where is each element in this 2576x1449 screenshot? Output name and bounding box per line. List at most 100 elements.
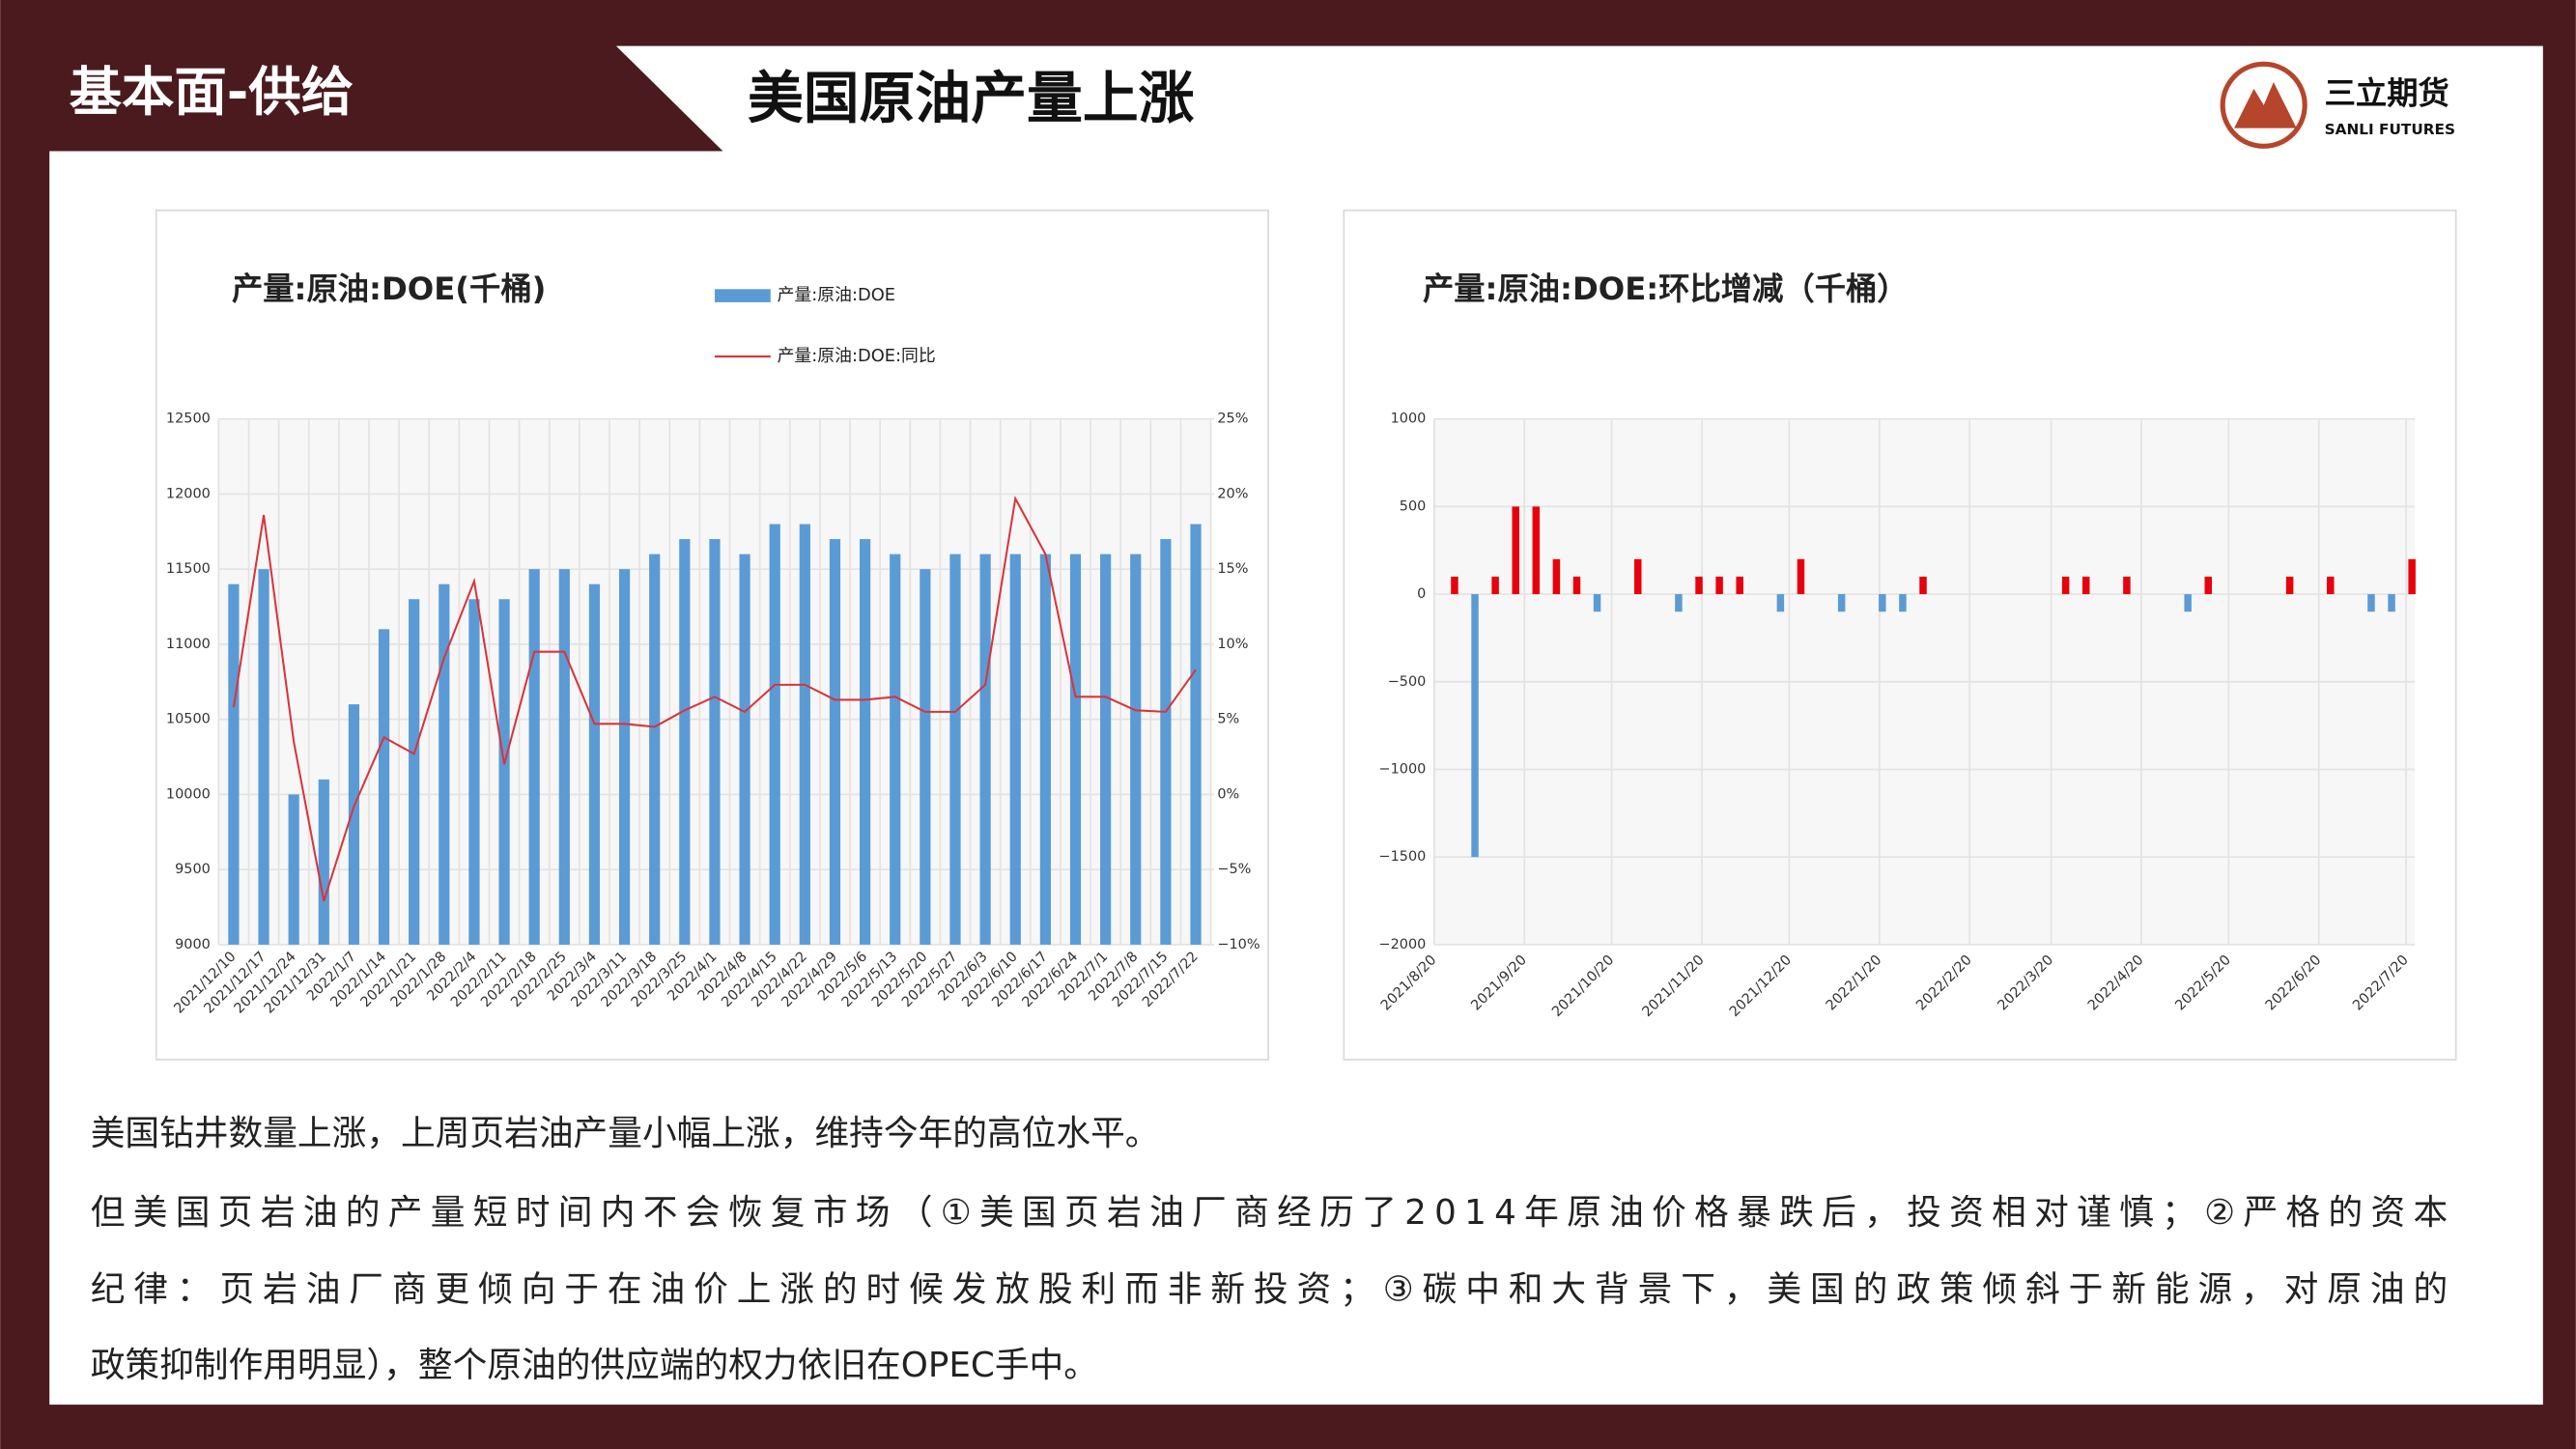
y-tick-label: 9000: [175, 937, 211, 952]
bar: [2204, 576, 2213, 595]
logo-name: 三立期货: [2325, 75, 2449, 112]
bar: [979, 554, 991, 945]
y-tick-label: 0: [1417, 586, 1426, 602]
bar: [829, 539, 841, 945]
bar: [1837, 594, 1846, 612]
bar: [378, 629, 390, 945]
slide-title: 美国原油产量上涨: [748, 66, 1195, 131]
y-tick-label: 10500: [166, 712, 211, 727]
bar: [2388, 594, 2395, 612]
bar: [588, 583, 601, 945]
bar: [1009, 554, 1021, 945]
bar: [2123, 576, 2131, 595]
chart-title: 产量:原油:DOE:环比增减（千桶）: [1423, 270, 1909, 307]
y-tick-label: −2000: [1379, 937, 1427, 952]
bar: [920, 569, 931, 945]
bar: [1675, 594, 1683, 612]
bar: [649, 554, 661, 945]
y2-tick-label: 10%: [1217, 637, 1248, 652]
bar: [1572, 576, 1581, 595]
y2-tick-label: 15%: [1217, 561, 1248, 577]
bar: [1451, 576, 1458, 595]
bar: [288, 794, 299, 945]
body-text: 政策抑制作用明显），整个原油的供应端的权力依旧在OPEC手中。: [91, 1346, 1098, 1385]
logo-mountain: [2234, 82, 2297, 128]
logo: 三立期货 SANLI FUTURES: [2220, 61, 2455, 149]
y-tick-label: −1000: [1379, 761, 1427, 777]
body-text: 纪律：页岩油厂商更倾向于在油价上涨的时候发放股利而非新投资；③碳中和大背景下，美…: [91, 1270, 2448, 1310]
bar: [1776, 594, 1785, 612]
bar: [618, 569, 631, 945]
bar: [2408, 558, 2416, 595]
bar: [558, 569, 570, 945]
bar: [258, 569, 269, 945]
bar: [709, 539, 721, 945]
bar: [1190, 524, 1202, 945]
bar: [1069, 554, 1082, 945]
bar: [739, 554, 750, 945]
legend-swatch: [714, 289, 771, 302]
bar: [468, 599, 480, 945]
y-tick-label: 12500: [166, 412, 211, 427]
bar: [799, 524, 810, 945]
legend-label: 产量:原油:DOE: [778, 285, 895, 305]
bar: [318, 779, 329, 945]
bar: [1532, 506, 1541, 595]
chart-title: 产量:原油:DOE(千桶): [232, 270, 546, 307]
y2-tick-label: −10%: [1217, 937, 1260, 952]
bar: [679, 539, 691, 945]
bar: [528, 569, 540, 945]
bar: [409, 599, 420, 945]
bar: [498, 599, 510, 945]
bar: [1634, 558, 1642, 595]
y2-tick-label: 25%: [1217, 412, 1248, 427]
line: [232, 495, 1197, 902]
y-tick-label: 1000: [1391, 412, 1427, 427]
y-tick-label: 11500: [166, 561, 211, 577]
y-tick-label: 10000: [166, 786, 211, 802]
bar: [439, 583, 450, 945]
bar: [769, 524, 780, 945]
header-band: [615, 45, 2543, 152]
y-tick-label: −500: [1388, 674, 1427, 690]
bar: [1039, 554, 1051, 945]
y-tick-label: −1500: [1379, 849, 1427, 865]
bar: [1919, 576, 1927, 595]
bar: [348, 704, 360, 945]
bar: [1797, 558, 1805, 595]
bar: [859, 539, 871, 945]
legend-label: 产量:原油:DOE:同比: [778, 346, 936, 366]
bar: [1100, 554, 1112, 945]
bar: [1552, 558, 1561, 595]
y2-tick-label: 5%: [1217, 712, 1239, 727]
bar: [1593, 594, 1601, 612]
bar: [890, 554, 901, 945]
bar: [949, 554, 961, 945]
y-tick-label: 500: [1400, 498, 1427, 514]
bar: [2184, 594, 2192, 612]
y-tick-label: 12000: [166, 486, 211, 501]
bar: [2327, 576, 2335, 595]
y2-tick-label: 20%: [1217, 486, 1248, 501]
bar: [1715, 576, 1723, 595]
bar: [1471, 594, 1479, 858]
bar: [1512, 506, 1519, 595]
bar: [1695, 576, 1703, 595]
bar: [1491, 576, 1499, 595]
logo-ring: [2220, 61, 2307, 149]
bar: [2061, 576, 2070, 595]
y-tick-label: 11000: [166, 637, 211, 652]
bar: [2285, 576, 2294, 595]
y2-tick-label: 0%: [1217, 786, 1239, 802]
bar: [1899, 594, 1907, 612]
bar: [1736, 576, 1743, 595]
bar: [2367, 594, 2375, 612]
logo-sub: SANLI FUTURES: [2325, 121, 2455, 138]
bar: [1130, 554, 1142, 945]
y-tick-label: 9500: [175, 862, 211, 877]
bar: [228, 583, 240, 945]
bar: [1160, 539, 1172, 945]
y2-tick-label: −5%: [1217, 862, 1251, 877]
body-text: 美国钻井数量上涨，上周页岩油产量小幅上涨，维持今年的高位水平。: [91, 1114, 1160, 1153]
